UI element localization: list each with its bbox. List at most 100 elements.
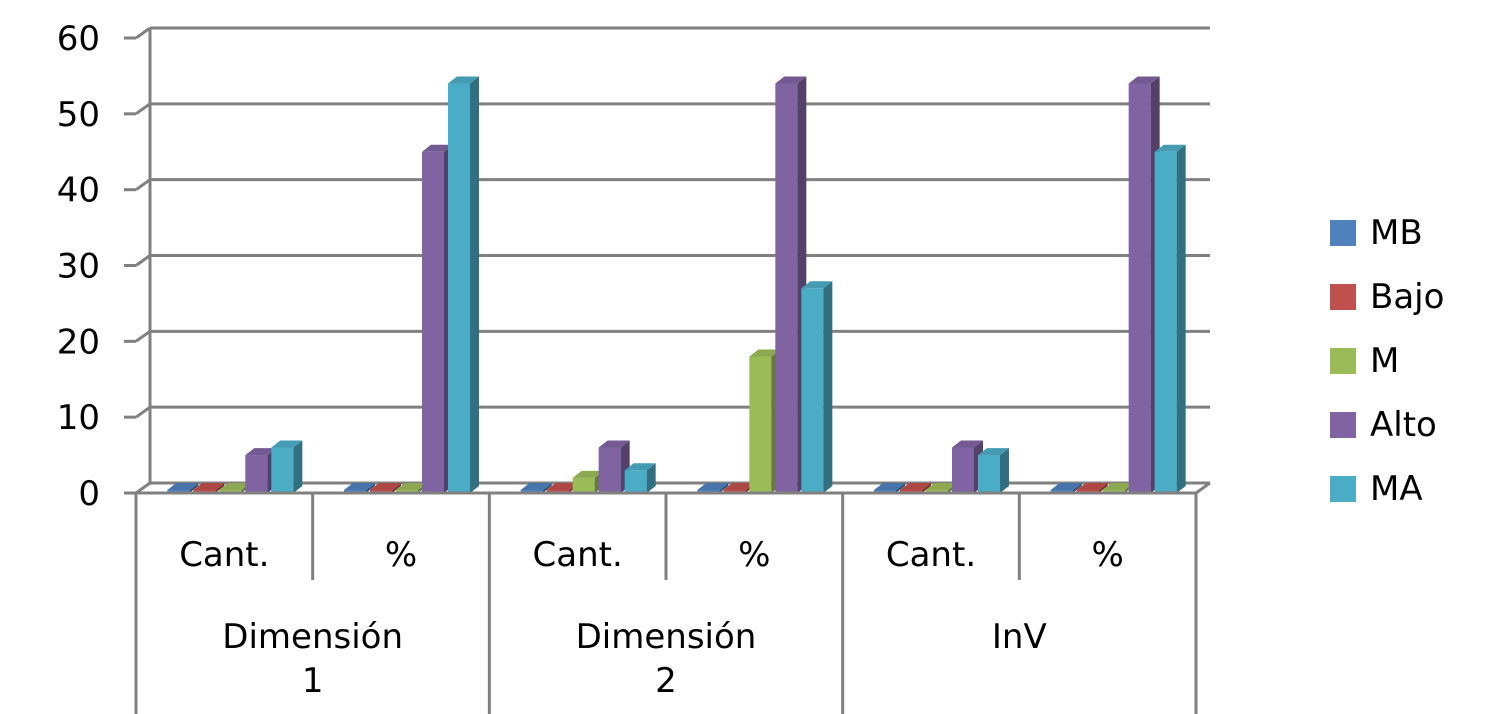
bar-top (749, 349, 781, 357)
x-axis-categories: Cant.% Cant.% Cant. % Dimensión 1 Dimensión 2 In… (179, 535, 1124, 701)
bar-front (624, 470, 647, 493)
bar-top (271, 440, 303, 448)
y-tick-label: 0 (78, 474, 100, 514)
x-category-label: % (1092, 535, 1124, 575)
bar-front (1154, 151, 1177, 493)
gridline-side (135, 481, 151, 495)
bar-front (775, 83, 798, 493)
bar-top (1050, 483, 1082, 490)
bar-top (1076, 483, 1108, 490)
x-category-label: Cant. (886, 535, 976, 575)
legend-item-m: M (1330, 341, 1399, 381)
y-tick-label: 30 (57, 247, 100, 287)
floor-right-edge (1195, 481, 1211, 495)
bar-top (370, 483, 401, 490)
bar-side (646, 463, 656, 493)
bar-top (572, 470, 604, 478)
bar-front (572, 477, 595, 493)
bar-front (271, 447, 294, 493)
legend-label: Bajo (1370, 277, 1444, 317)
bar-top (1154, 144, 1186, 152)
x-category-label: Cant. (179, 535, 269, 575)
x-category-label: % (385, 535, 417, 575)
bar-side (1176, 144, 1186, 493)
legend-item-bajo: Bajo (1330, 277, 1444, 317)
bar-front (1128, 83, 1151, 493)
x-category-label: % (738, 535, 770, 575)
bar-top (801, 281, 833, 289)
bar-ma-0 (271, 440, 303, 493)
bar-side (215, 483, 225, 493)
bar-side (823, 281, 833, 493)
bar-side (392, 483, 401, 493)
legend-item-mb: MB (1330, 213, 1423, 253)
bar-top (723, 483, 755, 490)
bar-side (470, 76, 479, 493)
bar-front (978, 455, 1000, 493)
bar-front (422, 151, 444, 493)
legend-swatch (1330, 284, 1356, 310)
bar-top (219, 483, 251, 490)
legend-label: MB (1370, 213, 1423, 253)
bar-top (900, 483, 931, 490)
gridline-side (135, 26, 151, 40)
gridline-side (135, 254, 151, 267)
bar-top (396, 483, 427, 490)
bar-side (922, 483, 931, 493)
bar-top (775, 76, 807, 84)
bar-top (167, 483, 199, 490)
bar-side (1098, 483, 1108, 493)
bar-top (697, 483, 729, 490)
bar-top (978, 448, 1009, 456)
bar-top (245, 448, 277, 456)
gridline-side (135, 330, 151, 343)
bar-top (546, 483, 578, 490)
bar-ma-5 (1154, 144, 1186, 493)
bar-top (1102, 483, 1134, 490)
y-tick-label: 20 (57, 322, 100, 362)
bar-top (624, 463, 656, 471)
gridline-side (135, 178, 151, 191)
legend-swatch (1330, 220, 1356, 246)
bar-side (719, 483, 729, 493)
bar-top (1128, 76, 1160, 84)
y-tick-label: 40 (57, 171, 100, 211)
bar-front (448, 83, 470, 493)
bar-front (245, 455, 268, 493)
bar-top (422, 144, 453, 152)
bar-ma-2 (624, 463, 656, 493)
bar-ma-4 (978, 448, 1009, 493)
legend: MB Bajo M Alto MA (1330, 213, 1444, 509)
bar-side (1000, 448, 1009, 493)
bar-top (520, 483, 552, 490)
bar-top (874, 483, 905, 490)
bar-side (293, 440, 303, 493)
y-tick-label: 50 (57, 95, 100, 135)
bar-side (1072, 483, 1082, 493)
x-category-label: Cant. (533, 535, 623, 575)
bar-top (344, 483, 375, 490)
bar-top (598, 440, 630, 448)
y-tick-label: 10 (57, 398, 100, 438)
bar-side (366, 483, 375, 493)
legend-label: M (1370, 341, 1399, 381)
legend-item-ma: MA (1330, 469, 1423, 509)
axes (134, 481, 1211, 714)
legend-swatch (1330, 348, 1356, 374)
bar-front (801, 288, 824, 493)
gridline-side (135, 405, 151, 419)
x-group-label: Dimensión 1 (222, 617, 403, 701)
bar-top (448, 76, 479, 84)
bar-side (542, 483, 552, 493)
bar-ma-1 (448, 76, 479, 493)
bar-ma-3 (801, 281, 833, 493)
bar-side (189, 483, 199, 493)
gridline-side (135, 102, 151, 116)
bar-alto-2 (598, 440, 630, 493)
x-group-label: Dimensión 2 (576, 617, 757, 701)
x-group-label: InV (992, 617, 1047, 657)
legend-swatch (1330, 476, 1356, 502)
gridlines (124, 26, 1210, 495)
bar-side (896, 483, 905, 493)
